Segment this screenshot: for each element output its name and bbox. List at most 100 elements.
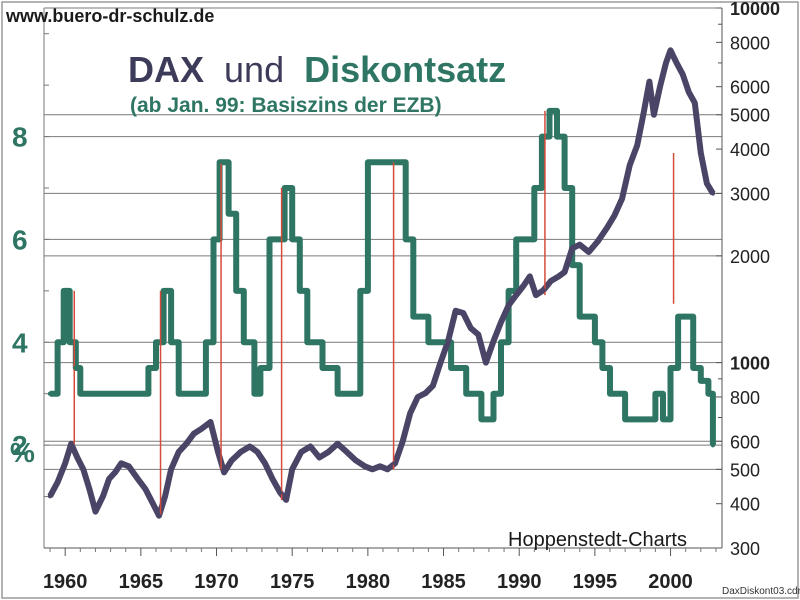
rate-point — [513, 237, 519, 242]
dax-point — [370, 467, 375, 472]
dax-point — [215, 449, 221, 455]
right-tick-label-300: 300 — [730, 539, 760, 559]
dax-point — [698, 150, 704, 156]
rate-point — [78, 391, 83, 396]
x-tick-label-1970: 1970 — [194, 571, 239, 593]
rate-point — [138, 391, 144, 396]
dax-point — [586, 249, 592, 255]
right-tick-label-8000: 8000 — [730, 33, 770, 53]
rate-point — [199, 391, 204, 396]
rate-point — [217, 160, 222, 165]
dax-point — [641, 112, 646, 117]
dax-point — [184, 441, 189, 447]
title-und: und — [224, 49, 284, 90]
dax-point — [229, 458, 234, 463]
dax-point — [445, 338, 451, 344]
dax-point — [118, 461, 124, 466]
dax-point — [704, 181, 710, 186]
dax-point — [308, 444, 313, 449]
rate-point — [258, 365, 263, 371]
x-tick-label-2000: 2000 — [648, 571, 693, 593]
rate-point — [73, 365, 78, 371]
rate-point — [524, 237, 529, 242]
right-tick-label-1000: 1000 — [730, 354, 770, 374]
dax-point — [604, 225, 610, 230]
dax-point — [569, 246, 575, 251]
rate-point — [320, 365, 325, 371]
rate-point — [211, 237, 216, 242]
rate-point — [683, 314, 688, 319]
chart-subtitle: (ab Jan. 99: Basiszins der EZB) — [130, 94, 442, 117]
website-label: www.buero-dr-schulz.de — [5, 6, 214, 26]
dax-point — [498, 319, 504, 325]
dax-point — [112, 470, 118, 475]
rate-point — [297, 288, 302, 294]
rate-point — [569, 262, 575, 268]
rate-point — [577, 314, 582, 319]
dax-point — [270, 476, 275, 482]
rate-point — [464, 391, 469, 396]
dax-point — [556, 274, 561, 279]
dax-point — [238, 449, 243, 455]
x-tick-label-1975: 1975 — [270, 571, 315, 593]
dax-point — [283, 497, 289, 503]
dax-point — [156, 513, 162, 518]
dax-point — [595, 238, 601, 244]
dax-point — [150, 501, 156, 506]
dax-point — [176, 449, 181, 455]
rate-point — [289, 237, 295, 242]
dax-point — [385, 467, 390, 472]
right-tick-label-600: 600 — [730, 432, 760, 452]
axes: 300 400 500 600 800 1000 2000 3000 4000 5000 6000 8… — [12, 0, 780, 593]
rate-point — [426, 340, 431, 345]
left-tick-label-4: 4 — [12, 327, 28, 358]
rate-point — [607, 391, 613, 396]
rate-point — [161, 288, 166, 294]
series — [47, 47, 716, 519]
dax-point — [415, 394, 421, 400]
dax-point — [344, 449, 349, 455]
right-tick-label-6000: 6000 — [730, 78, 770, 98]
dax-point — [191, 431, 197, 436]
rate-point — [282, 185, 287, 191]
dax-point — [277, 490, 283, 495]
right-tick-label-400: 400 — [730, 495, 760, 515]
rate-point — [411, 314, 416, 319]
dax-point — [674, 60, 679, 66]
dax-point — [680, 72, 685, 77]
rate-point — [168, 340, 174, 345]
dax-point — [692, 100, 697, 106]
rate-point — [395, 160, 401, 165]
dax-point — [635, 143, 640, 148]
dax-point — [262, 461, 268, 466]
rate-point — [506, 288, 511, 294]
dax-point — [461, 310, 466, 316]
dax-point — [647, 79, 652, 84]
dax-point — [657, 84, 663, 89]
dax-point — [423, 390, 428, 396]
dax-point — [106, 476, 112, 482]
rate-point — [691, 365, 696, 371]
dax-point — [506, 303, 511, 308]
chart-title: DAX und Diskontsatz — [128, 49, 506, 90]
dax-point — [408, 410, 413, 416]
rate-point — [234, 288, 239, 294]
x-tick-label-1965: 1965 — [119, 571, 164, 593]
dax-point — [326, 449, 331, 455]
rate-point — [47, 391, 53, 396]
rate-point — [146, 365, 151, 371]
dax-point — [483, 360, 489, 365]
dax-point — [491, 338, 496, 344]
rate-point — [650, 417, 655, 422]
dax-point — [47, 493, 53, 499]
dax-point — [392, 461, 398, 466]
right-tick-label-3000: 3000 — [730, 184, 770, 204]
grid — [44, 7, 722, 470]
dax-point — [527, 274, 532, 279]
x-tick-label-1985: 1985 — [421, 571, 466, 593]
rate-point — [184, 391, 189, 396]
dax-point — [612, 213, 617, 218]
rate-point — [305, 340, 310, 345]
